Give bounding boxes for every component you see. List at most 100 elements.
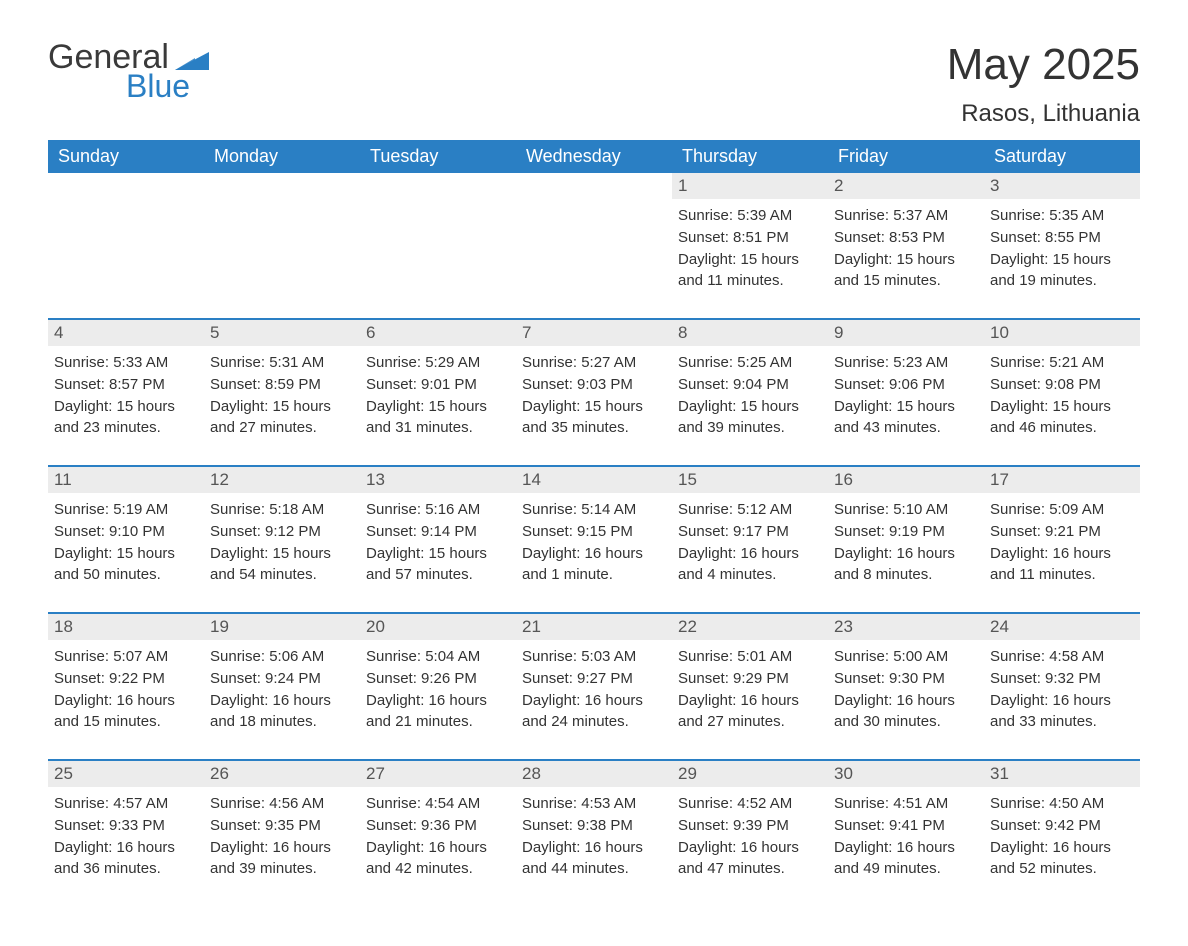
day-number: 3 [984, 173, 1140, 199]
day-number: 31 [984, 759, 1140, 787]
day-detail: Sunrise: 5:10 AMSunset: 9:19 PMDaylight:… [834, 499, 978, 586]
sunrise-line: Sunrise: 5:33 AM [54, 352, 198, 374]
sunrise-line: Sunrise: 4:57 AM [54, 793, 198, 815]
sunset-line: Sunset: 9:24 PM [210, 668, 354, 690]
calendar-day-cell: 22Sunrise: 5:01 AMSunset: 9:29 PMDayligh… [672, 612, 828, 759]
sunrise-line: Sunrise: 4:54 AM [366, 793, 510, 815]
sunrise-line: Sunrise: 5:29 AM [366, 352, 510, 374]
day-detail: Sunrise: 5:14 AMSunset: 9:15 PMDaylight:… [522, 499, 666, 586]
day-number: 6 [360, 318, 516, 346]
calendar-day-cell: 23Sunrise: 5:00 AMSunset: 9:30 PMDayligh… [828, 612, 984, 759]
calendar-day-cell: 17Sunrise: 5:09 AMSunset: 9:21 PMDayligh… [984, 465, 1140, 612]
day-detail: Sunrise: 5:06 AMSunset: 9:24 PMDaylight:… [210, 646, 354, 733]
col-thursday: Thursday [672, 140, 828, 173]
location-label: Rasos, Lithuania [947, 100, 1140, 128]
sunrise-line: Sunrise: 5:14 AM [522, 499, 666, 521]
daylight-line: Daylight: 15 hours and 46 minutes. [990, 396, 1134, 440]
calendar-day-cell: 24Sunrise: 4:58 AMSunset: 9:32 PMDayligh… [984, 612, 1140, 759]
calendar-day-cell: 9Sunrise: 5:23 AMSunset: 9:06 PMDaylight… [828, 318, 984, 465]
day-detail: Sunrise: 5:37 AMSunset: 8:53 PMDaylight:… [834, 205, 978, 292]
sunrise-line: Sunrise: 5:19 AM [54, 499, 198, 521]
daylight-line: Daylight: 16 hours and 47 minutes. [678, 837, 822, 881]
col-friday: Friday [828, 140, 984, 173]
sunset-line: Sunset: 9:33 PM [54, 815, 198, 837]
calendar-day-cell: 11Sunrise: 5:19 AMSunset: 9:10 PMDayligh… [48, 465, 204, 612]
sunset-line: Sunset: 9:14 PM [366, 521, 510, 543]
sunrise-line: Sunrise: 4:52 AM [678, 793, 822, 815]
calendar-day-cell: 31 Sunrise: 4:50 AMSunset: 9:42 PMDayligh… [984, 759, 1140, 906]
day-detail: Sunrise: 5:25 AMSunset: 9:04 PMDaylight:… [678, 352, 822, 439]
sunrise-line: Sunrise: 5:31 AM [210, 352, 354, 374]
sunset-line: Sunset: 8:55 PM [990, 227, 1134, 249]
calendar-day-cell: 12Sunrise: 5:18 AMSunset: 9:12 PMDayligh… [204, 465, 360, 612]
day-number: 17 [984, 465, 1140, 493]
daylight-line: Daylight: 15 hours and 39 minutes. [678, 396, 822, 440]
day-detail: Sunrise: 5:18 AMSunset: 9:12 PMDaylight:… [210, 499, 354, 586]
calendar-day-cell: 8Sunrise: 5:25 AMSunset: 9:04 PMDaylight… [672, 318, 828, 465]
calendar-day-cell: 20Sunrise: 5:04 AMSunset: 9:26 PMDayligh… [360, 612, 516, 759]
daylight-line: Daylight: 15 hours and 50 minutes. [54, 543, 198, 587]
calendar-week-row: 25Sunrise: 4:57 AMSunset: 9:33 PMDayligh… [48, 759, 1140, 906]
sunset-line: Sunset: 9:03 PM [522, 374, 666, 396]
day-detail: Sunrise: 5:12 AMSunset: 9:17 PMDaylight:… [678, 499, 822, 586]
calendar-day-cell: 18Sunrise: 5:07 AMSunset: 9:22 PMDayligh… [48, 612, 204, 759]
day-number: 10 [984, 318, 1140, 346]
day-number: 19 [204, 612, 360, 640]
day-number: 15 [672, 465, 828, 493]
sunrise-line: Sunrise: 4:53 AM [522, 793, 666, 815]
col-wednesday: Wednesday [516, 140, 672, 173]
sunset-line: Sunset: 8:57 PM [54, 374, 198, 396]
col-sunday: Sunday [48, 140, 204, 173]
sunset-line: Sunset: 9:15 PM [522, 521, 666, 543]
sunset-line: Sunset: 9:04 PM [678, 374, 822, 396]
sunset-line: Sunset: 8:59 PM [210, 374, 354, 396]
day-number: 22 [672, 612, 828, 640]
sunrise-line: Sunrise: 5:37 AM [834, 205, 978, 227]
sunrise-line: Sunrise: 5:01 AM [678, 646, 822, 668]
logo: General Blue [48, 40, 209, 102]
sunrise-line: Sunrise: 5:39 AM [678, 205, 822, 227]
day-number: 26 [204, 759, 360, 787]
col-tuesday: Tuesday [360, 140, 516, 173]
sunset-line: Sunset: 9:27 PM [522, 668, 666, 690]
sunset-line: Sunset: 9:10 PM [54, 521, 198, 543]
day-number: 23 [828, 612, 984, 640]
sunrise-line: Sunrise: 4:56 AM [210, 793, 354, 815]
calendar-day-cell: 1Sunrise: 5:39 AMSunset: 8:51 PMDaylight… [672, 173, 828, 318]
daylight-line: Daylight: 15 hours and 19 minutes. [990, 249, 1134, 293]
calendar-week-row: 11Sunrise: 5:19 AMSunset: 9:10 PMDayligh… [48, 465, 1140, 612]
sunrise-line: Sunrise: 5:18 AM [210, 499, 354, 521]
calendar-day-cell: 3 Sunrise: 5:35 AMSunset: 8:55 PMDaylight… [984, 173, 1140, 318]
daylight-line: Daylight: 16 hours and 30 minutes. [834, 690, 978, 734]
day-detail: Sunrise: 4:52 AMSunset: 9:39 PMDaylight:… [678, 793, 822, 880]
day-detail: Sunrise: 5:35 AMSunset: 8:55 PMDaylight:… [990, 205, 1134, 292]
sunrise-line: Sunrise: 4:51 AM [834, 793, 978, 815]
daylight-line: Daylight: 16 hours and 1 minute. [522, 543, 666, 587]
sunset-line: Sunset: 9:22 PM [54, 668, 198, 690]
day-detail: Sunrise: 5:03 AMSunset: 9:27 PMDaylight:… [522, 646, 666, 733]
daylight-line: Daylight: 16 hours and 11 minutes. [990, 543, 1134, 587]
sunset-line: Sunset: 9:21 PM [990, 521, 1134, 543]
sunrise-line: Sunrise: 5:16 AM [366, 499, 510, 521]
day-detail: Sunrise: 4:50 AMSunset: 9:42 PMDaylight:… [990, 793, 1134, 880]
day-number: 28 [516, 759, 672, 787]
daylight-line: Daylight: 16 hours and 42 minutes. [366, 837, 510, 881]
sunrise-line: Sunrise: 5:00 AM [834, 646, 978, 668]
calendar-day-cell: 30Sunrise: 4:51 AMSunset: 9:41 PMDayligh… [828, 759, 984, 906]
day-detail: Sunrise: 4:53 AMSunset: 9:38 PMDaylight:… [522, 793, 666, 880]
day-number: 1 [672, 173, 828, 199]
sunrise-line: Sunrise: 5:06 AM [210, 646, 354, 668]
calendar-day-cell: 16Sunrise: 5:10 AMSunset: 9:19 PMDayligh… [828, 465, 984, 612]
logo-word2: Blue [126, 70, 209, 102]
day-number: 18 [48, 612, 204, 640]
calendar-day-cell [48, 173, 204, 318]
calendar-table: Sunday Monday Tuesday Wednesday Thursday… [48, 140, 1140, 906]
daylight-line: Daylight: 16 hours and 27 minutes. [678, 690, 822, 734]
sunset-line: Sunset: 9:01 PM [366, 374, 510, 396]
calendar-day-cell: 27Sunrise: 4:54 AMSunset: 9:36 PMDayligh… [360, 759, 516, 906]
day-detail: Sunrise: 5:29 AMSunset: 9:01 PMDaylight:… [366, 352, 510, 439]
daylight-line: Daylight: 16 hours and 39 minutes. [210, 837, 354, 881]
header-bar: General Blue May 2025 Rasos, Lithuania [48, 40, 1140, 128]
day-number: 30 [828, 759, 984, 787]
sunrise-line: Sunrise: 5:35 AM [990, 205, 1134, 227]
